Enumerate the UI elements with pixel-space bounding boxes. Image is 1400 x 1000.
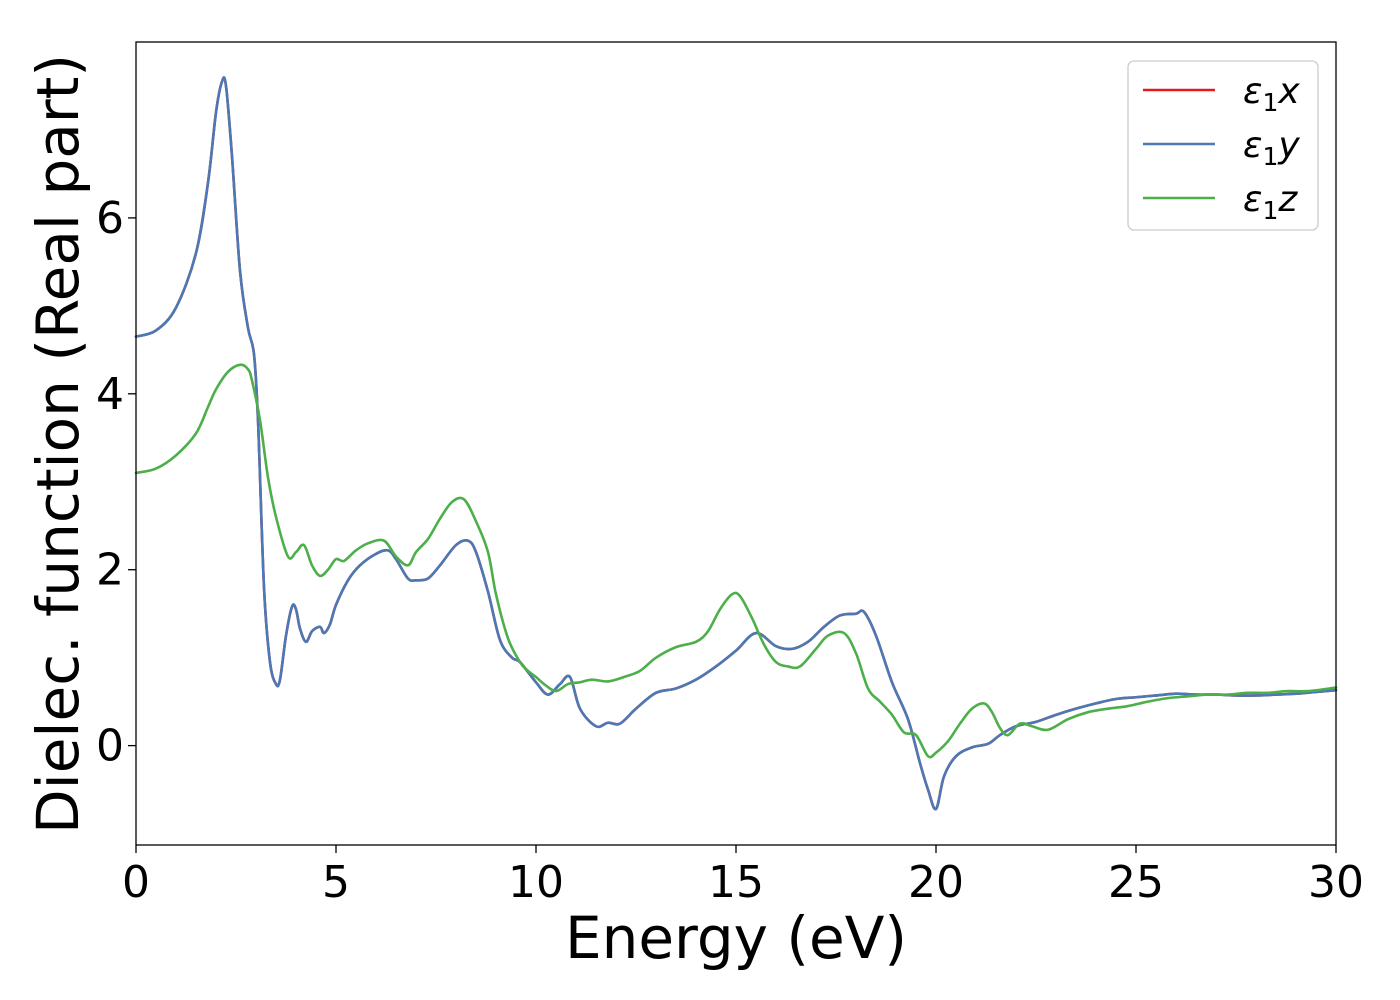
x-tick-label: 10 — [508, 857, 564, 908]
x-axis-ticks: 0 5 10 15 20 25 30 — [122, 845, 1364, 908]
x-tick-label: 15 — [708, 857, 764, 908]
y-tick-label: 2 — [96, 545, 124, 596]
legend-label-y: ε1y — [1243, 125, 1300, 171]
y-axis-title: Dielec. function (Real part) — [24, 54, 92, 834]
x-tick-label: 0 — [122, 857, 150, 908]
y-axis-ticks: 0 2 4 6 — [96, 193, 136, 772]
series-line-z — [134, 363, 1338, 759]
legend-label-x: ε1x — [1243, 71, 1300, 117]
x-tick-label: 25 — [1108, 857, 1164, 908]
x-tick-label: 30 — [1308, 857, 1364, 908]
y-tick-label: 4 — [96, 369, 124, 420]
series-layer — [134, 76, 1338, 811]
x-tick-label: 5 — [322, 857, 350, 908]
x-tick-label: 20 — [908, 857, 964, 908]
legend: ε1x ε1y ε1z — [1127, 60, 1319, 231]
y-tick-label: 6 — [96, 193, 124, 244]
y-tick-label: 0 — [96, 721, 124, 772]
legend-label-z: ε1z — [1243, 179, 1298, 225]
legend-box — [1127, 60, 1319, 231]
x-axis-title: Energy (eV) — [565, 904, 907, 972]
